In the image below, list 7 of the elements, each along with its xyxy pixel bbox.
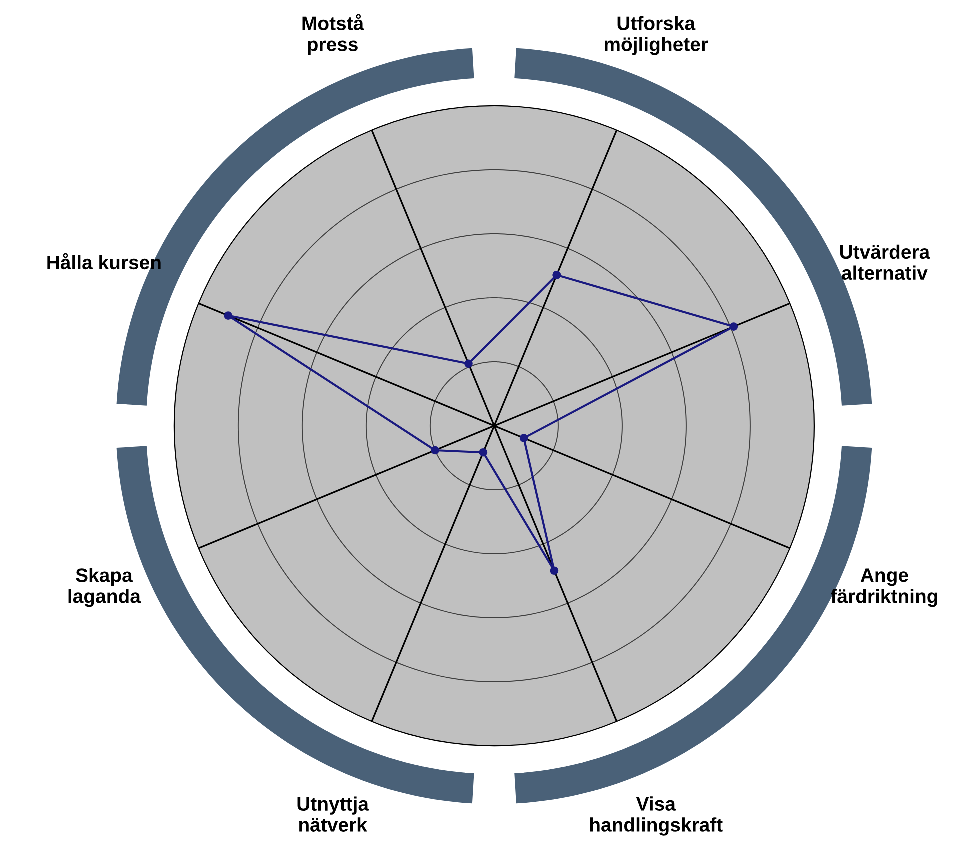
spoke-label: Visa handlingskraft: [590, 796, 723, 836]
spoke-label: Utnyttja nätverk: [298, 796, 370, 832]
spoke-label: Motstå press: [302, 14, 364, 56]
spoke-label: Utforska möjligheter: [604, 16, 708, 56]
spoke-label: Utvärdera alternativ: [840, 244, 930, 280]
spoke-label: Ange färdriktning: [831, 568, 938, 608]
spoke-label: Skapa laganda: [68, 568, 142, 608]
